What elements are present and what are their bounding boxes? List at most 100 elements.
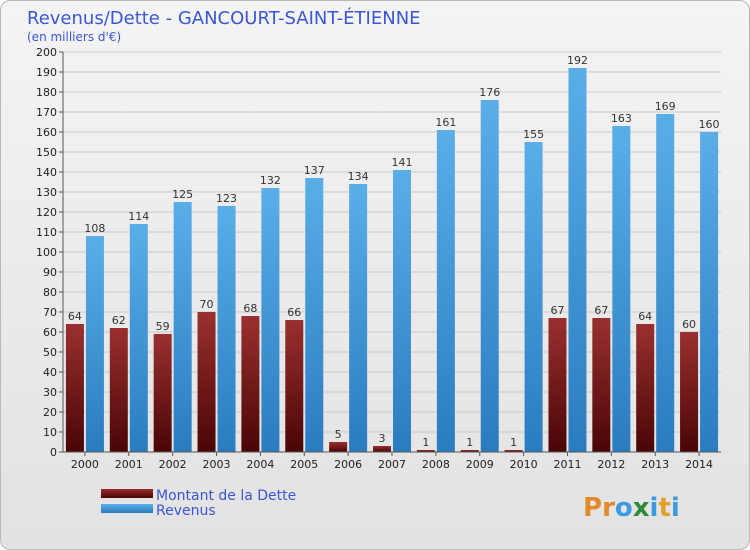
bar-dette-2007: [373, 446, 391, 452]
logo-letter: r: [602, 493, 615, 523]
value-label-revenus-2001: 114: [128, 210, 149, 223]
value-label-revenus-2007: 141: [392, 156, 413, 169]
bar-revenus-2012: [612, 126, 631, 452]
bar-dette-2002: [153, 334, 172, 452]
bar-revenus-2010: [524, 142, 543, 452]
value-label-revenus-2005: 137: [304, 164, 325, 177]
value-label-revenus-2013: 169: [655, 100, 676, 113]
x-tick-label: 2001: [115, 458, 143, 471]
logo-letter: i: [671, 493, 680, 523]
value-label-revenus-2012: 163: [611, 112, 632, 125]
y-tick-label: 90: [43, 266, 57, 279]
x-tick-label: 2000: [71, 458, 99, 471]
value-label-dette-2012: 67: [594, 304, 608, 317]
bar-revenus-2009: [480, 100, 499, 452]
x-tick-label: 2004: [246, 458, 274, 471]
y-tick-label: 200: [36, 46, 57, 59]
value-label-dette-2013: 64: [638, 310, 652, 323]
logo-letter: o: [615, 493, 633, 523]
x-tick-label: 2009: [466, 458, 494, 471]
bar-dette-2001: [109, 328, 128, 452]
value-label-dette-2008: 1: [422, 436, 429, 449]
value-label-dette-2006: 5: [335, 428, 342, 441]
bar-revenus-2004: [261, 188, 280, 452]
value-label-dette-2014: 60: [682, 318, 696, 331]
x-tick-label: 2013: [641, 458, 669, 471]
value-label-revenus-2002: 125: [172, 188, 193, 201]
bar-revenus-2007: [393, 170, 411, 452]
y-tick-label: 100: [36, 246, 57, 259]
bar-dette-2005: [285, 320, 304, 452]
value-label-dette-2002: 59: [156, 320, 170, 333]
legend-swatch-debt: [101, 489, 153, 498]
value-label-dette-2010: 1: [510, 436, 517, 449]
value-label-revenus-2008: 161: [435, 116, 456, 129]
y-tick-label: 160: [36, 126, 57, 139]
logo-letter: x: [633, 493, 650, 523]
bar-revenus-2011: [568, 68, 587, 452]
legend-label-debt: Montant de la Dette: [156, 488, 296, 504]
bar-dette-2003: [197, 312, 216, 452]
value-label-revenus-2000: 108: [84, 222, 105, 235]
x-tick-label: 2010: [510, 458, 538, 471]
y-tick-label: 20: [43, 406, 57, 419]
y-tick-label: 0: [50, 446, 57, 459]
y-tick-label: 190: [36, 66, 57, 79]
y-tick-label: 70: [43, 306, 57, 319]
value-label-revenus-2014: 160: [699, 118, 720, 131]
y-tick-label: 50: [43, 346, 57, 359]
x-tick-label: 2006: [334, 458, 362, 471]
value-label-dette-2005: 66: [287, 306, 301, 319]
x-tick-label: 2011: [553, 458, 581, 471]
bar-dette-2006: [329, 442, 348, 452]
y-tick-label: 40: [43, 366, 57, 379]
bar-revenus-2002: [173, 202, 192, 452]
bar-dette-2004: [241, 316, 260, 452]
value-label-dette-2003: 70: [200, 298, 214, 311]
x-tick-label: 2012: [597, 458, 625, 471]
bar-revenus-2005: [305, 178, 324, 452]
x-tick-label: 2014: [685, 458, 713, 471]
value-label-revenus-2010: 155: [523, 128, 544, 141]
bar-revenus-2001: [129, 224, 148, 452]
bar-dette-2011: [548, 318, 567, 452]
value-label-revenus-2004: 132: [260, 174, 281, 187]
y-tick-label: 60: [43, 326, 57, 339]
y-tick-label: 180: [36, 86, 57, 99]
value-label-dette-2009: 1: [466, 436, 473, 449]
bars: 64 108 62 114 59 125 70 123 68 132 66 137 5 134 3 141 1 1…: [65, 54, 720, 452]
legend-label-revenus: Revenus: [156, 503, 216, 519]
x-tick-label: 2008: [422, 458, 450, 471]
bar-dette-2009: [460, 450, 479, 452]
value-label-revenus-2003: 123: [216, 192, 237, 205]
x-axis-ticks: 2000 2001 2002 2003 2004 2005 2006 2007 2008 2009…: [71, 452, 713, 471]
bar-dette-2014: [680, 332, 699, 452]
value-label-dette-2004: 68: [243, 302, 257, 315]
y-tick-label: 80: [43, 286, 57, 299]
value-label-dette-2011: 67: [550, 304, 564, 317]
logo-letter: i: [650, 493, 659, 523]
bar-revenus-2014: [700, 132, 719, 452]
legend: Montant de la Dette Revenus: [101, 488, 296, 519]
bar-revenus-2000: [85, 236, 104, 452]
y-tick-label: 170: [36, 106, 57, 119]
y-tick-label: 10: [43, 426, 57, 439]
value-label-revenus-2009: 176: [479, 86, 500, 99]
value-label-revenus-2011: 192: [567, 54, 588, 67]
y-tick-label: 140: [36, 166, 57, 179]
y-tick-label: 130: [36, 186, 57, 199]
bar-dette-2013: [636, 324, 655, 452]
x-tick-label: 2007: [378, 458, 406, 471]
bar-revenus-2013: [656, 114, 675, 452]
proxiti-logo: Proxiti: [583, 493, 680, 523]
y-tick-label: 150: [36, 146, 57, 159]
chart-title: Revenus/Dette - GANCOURT-SAINT-ÉTIENNE: [27, 7, 421, 29]
chart-subtitle: (en milliers d'€): [27, 30, 121, 44]
value-label-dette-2000: 64: [68, 310, 82, 323]
y-tick-label: 120: [36, 206, 57, 219]
bar-revenus-2003: [217, 206, 236, 452]
x-tick-label: 2003: [203, 458, 231, 471]
bar-dette-2008: [416, 450, 435, 452]
